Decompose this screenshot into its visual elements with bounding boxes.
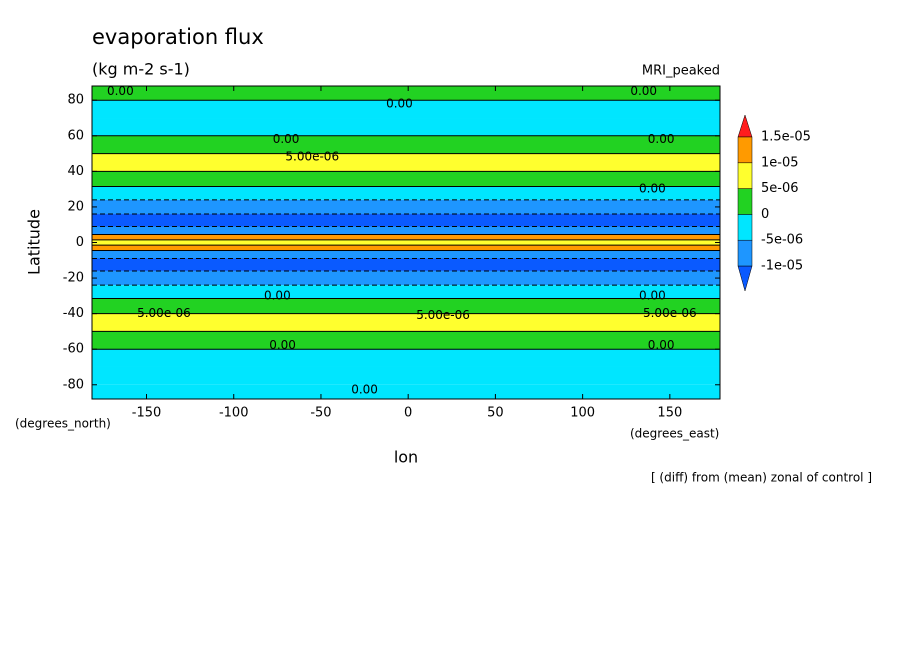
y-tick-label: -40 [63,306,84,321]
x-tick-label: -150 [132,406,162,421]
contour-label: 0.00 [269,338,296,352]
contour-label: 0.00 [351,383,378,397]
contour-band [92,100,720,119]
contour-band [92,86,720,101]
contour-band [92,313,720,332]
x-tick-label: -100 [219,406,249,421]
contour-label: 0.00 [648,132,675,146]
x-tick-label: -50 [310,406,331,421]
y-tick-label: -60 [63,342,84,357]
chart-title: evaporation flux [92,25,264,49]
contour-label: 0.00 [639,182,666,196]
contour-band [92,285,720,299]
colorbar-label: 1e-05 [761,155,799,170]
colorbar-arrow [737,265,753,292]
y-tick-label: 0 [76,235,84,250]
footnote: [ (diff) from (mean) zonal of control ] [651,471,872,485]
contour-band [92,349,720,367]
chart-subtitle: (kg m-2 s-1) [92,60,190,79]
y-tick-label: 60 [67,128,84,143]
contour-band [92,199,720,215]
contour-band [92,331,720,350]
colorbar-box [737,188,753,215]
y-tick-label: 20 [67,199,84,214]
colorbar-box [737,239,753,267]
y-unit: (degrees_north) [15,417,111,431]
y-axis-label: Latitude [25,209,44,275]
x-tick-label: 0 [404,406,412,421]
field: 0.00 0.00 0.00 0.00 0.00 5.00e-06 0.00 0.00 0.00… [92,84,720,399]
contour-label: 5.00e-06 [416,308,470,322]
contour-label: 0.00 [648,338,675,352]
contour-band [92,186,720,200]
colorbar-label: 1.5e-05 [761,130,811,145]
x-tick-label: 100 [570,406,595,421]
colorbar-box [737,136,753,164]
annotation: MRI_peaked [642,64,720,79]
contour-band [92,239,720,246]
contour-band [92,135,720,154]
contour-label: 0.00 [273,132,300,146]
contour-band [92,171,720,187]
x-tick-label: 150 [657,406,682,421]
colorbar-box [737,214,753,241]
y-tick-label: 40 [67,164,84,179]
x-unit: (degrees_east) [630,427,719,441]
contour-label: 0.00 [630,84,657,98]
y-tick-label: 80 [67,93,84,108]
y-tick-label: -80 [63,377,84,392]
contour-band [92,258,720,271]
contour-label: 5.00e-06 [285,150,339,164]
contour-band [92,298,720,314]
y-tick-label: -20 [63,271,84,286]
contour-band [92,384,720,399]
contour-band [92,366,720,385]
colorbar-label: -5e-06 [761,233,803,248]
contour-label: 5.00e-06 [137,306,191,320]
contour-band [92,270,720,286]
contour-band [92,153,720,172]
colorbar-label: -1e-05 [761,259,803,274]
colorbar-label: 0 [761,207,769,222]
contour-band [92,118,720,136]
contour-band [92,226,720,235]
contour-label: 0.00 [264,288,291,302]
colorbar-label: 5e-06 [761,181,799,196]
contour-band [92,250,720,259]
contour-label: 0.00 [107,84,134,98]
contour-band [92,234,720,240]
contour-band [92,245,720,251]
contour-label: 0.00 [386,96,413,110]
colorbar-arrow [737,114,753,138]
x-tick-label: 50 [487,406,504,421]
x-axis-label: lon [394,448,418,467]
contour-label: 0.00 [639,288,666,302]
colorbar-box [737,162,753,189]
contour-band [92,214,720,227]
contour-label: 5.00e-06 [643,306,697,320]
